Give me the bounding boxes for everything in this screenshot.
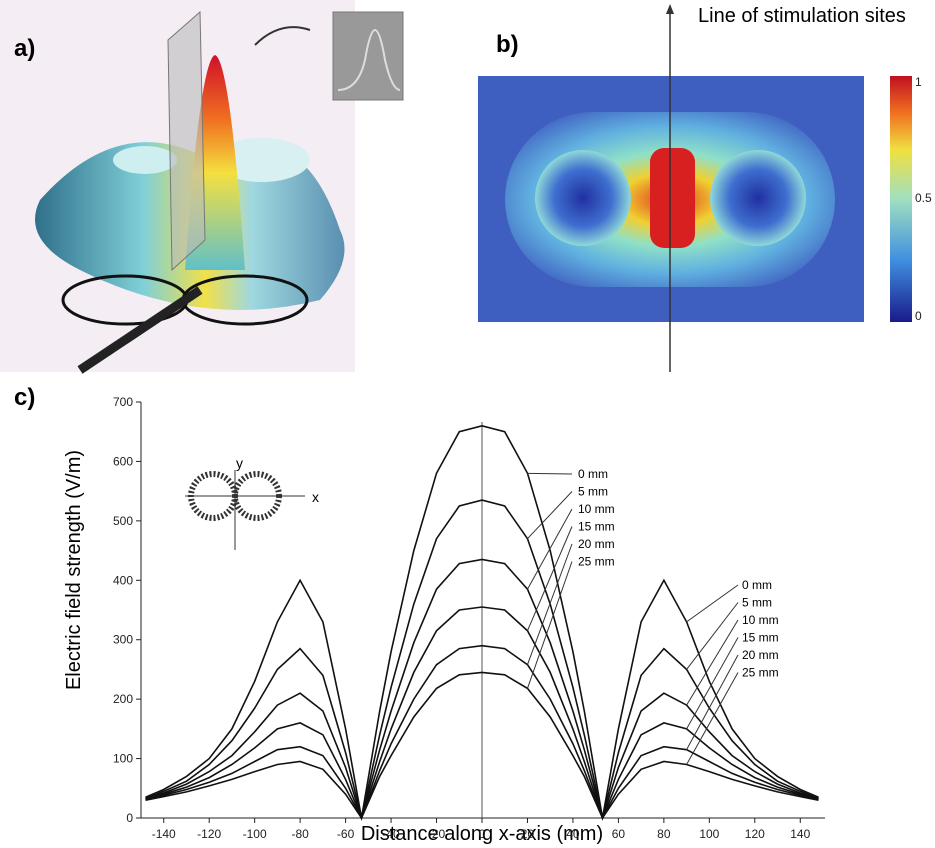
x-tick-label: 80 [657, 827, 671, 841]
series-label: 15 mm [578, 520, 615, 534]
y-tick-label: 400 [113, 573, 133, 587]
x-tick-label: 140 [790, 827, 810, 841]
y-tick-label: 200 [113, 692, 133, 706]
leader-line [686, 602, 739, 670]
x-tick-label: -100 [243, 827, 267, 841]
series-label: 25 mm [742, 666, 779, 680]
x-tick-label: -60 [337, 827, 355, 841]
plane [167, 10, 206, 272]
series-label: 0 mm [742, 578, 772, 592]
leader-line [526, 561, 573, 689]
panel-a: a) [0, 0, 404, 374]
series-label: 20 mm [578, 537, 615, 551]
x-axis-label: Distance along x-axis (mm) [361, 823, 603, 845]
inset-label: x [312, 489, 319, 505]
leader-line [686, 672, 739, 765]
series-label: 15 mm [742, 631, 779, 645]
y-tick-label: 100 [113, 752, 133, 766]
series-label: 0 mm [578, 467, 608, 481]
x-tick-label: 120 [745, 827, 765, 841]
heatmap-low [710, 150, 806, 246]
colorbar-tick: 0.5 [915, 191, 932, 205]
y-axis-label: Electric field strength (V/m) [63, 450, 85, 690]
x-tick-label: -20 [428, 827, 446, 841]
heatmap-low [535, 150, 631, 246]
heatmap-high [650, 148, 695, 248]
coil-inset: y x [185, 455, 319, 550]
coil-handle [77, 286, 203, 374]
x-tick-label: -80 [291, 827, 309, 841]
x-tick-label: 20 [521, 827, 535, 841]
series-label: 20 mm [742, 648, 779, 662]
leader-line [686, 619, 739, 706]
x-tick-label: -140 [152, 827, 176, 841]
arrowhead [666, 4, 674, 14]
x-tick-label: 0 [479, 827, 486, 841]
panel-b: 1 0.5 0 b) [478, 4, 932, 372]
y-tick-label: 600 [113, 454, 133, 468]
series-label: 10 mm [742, 613, 779, 627]
x-tick-label: -40 [382, 827, 400, 841]
panel-label: a) [14, 35, 35, 62]
x-tick-label: 60 [612, 827, 626, 841]
series-label: 25 mm [578, 555, 615, 569]
series-label: 5 mm [578, 485, 608, 499]
panel-label: b) [496, 31, 519, 58]
y-tick-label: 0 [126, 811, 133, 825]
leader-line [686, 654, 739, 750]
inset-curve [337, 28, 401, 91]
colorbar-tick: 1 [915, 75, 922, 89]
line-series [145, 558, 819, 821]
inset-box [332, 11, 404, 101]
line-series [145, 671, 819, 820]
panel-c: c) Distance along x-axis (mm) Electric f… [14, 384, 825, 845]
leader-line [686, 584, 739, 623]
x-tick-label: 40 [566, 827, 580, 841]
leader-line [527, 472, 573, 475]
panel-label: c) [14, 384, 35, 411]
inset-label: y [236, 455, 243, 471]
y-tick-label: 700 [113, 395, 133, 409]
leader-line [527, 491, 573, 540]
surface-dip [214, 138, 310, 182]
x-tick-label: -120 [197, 827, 221, 841]
arrow [254, 26, 311, 46]
annotation: Line of stimulation sites [698, 5, 906, 27]
inset-coil [232, 471, 282, 521]
line-series [145, 644, 819, 820]
x-tick-label: 100 [699, 827, 719, 841]
colorbar-tick: 0 [915, 309, 922, 323]
series-label: 10 mm [578, 502, 615, 516]
colorbar [890, 76, 912, 322]
leader-line [527, 526, 573, 631]
line-series [145, 424, 819, 819]
line-series [145, 499, 819, 819]
leader-line [526, 543, 573, 665]
line-series [145, 606, 819, 821]
y-tick-label: 300 [113, 633, 133, 647]
surface-dip [113, 146, 177, 174]
series-label: 5 mm [742, 596, 772, 610]
leader-line [686, 637, 739, 730]
y-tick-label: 500 [113, 514, 133, 528]
leader-line [527, 508, 573, 590]
